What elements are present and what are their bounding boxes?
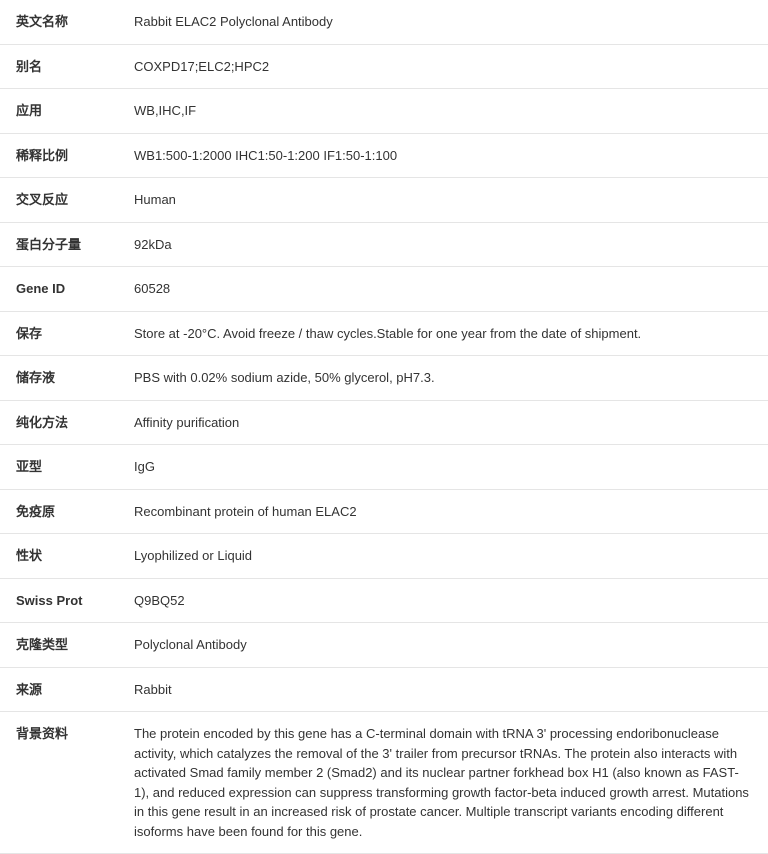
spec-value: Rabbit	[130, 667, 768, 712]
spec-row: 纯化方法Affinity purification	[0, 400, 768, 445]
spec-row: 背景资料The protein encoded by this gene has…	[0, 712, 768, 854]
spec-value: COXPD17;ELC2;HPC2	[130, 44, 768, 89]
spec-row: 性状Lyophilized or Liquid	[0, 534, 768, 579]
spec-label: 纯化方法	[0, 400, 130, 445]
spec-label: 应用	[0, 89, 130, 134]
spec-row: 蛋白分子量92kDa	[0, 222, 768, 267]
spec-row: 储存液PBS with 0.02% sodium azide, 50% glyc…	[0, 356, 768, 401]
spec-row: 亚型IgG	[0, 445, 768, 490]
spec-value: Affinity purification	[130, 400, 768, 445]
spec-row: Gene ID60528	[0, 267, 768, 312]
spec-tbody: 英文名称Rabbit ELAC2 Polyclonal Antibody别名CO…	[0, 0, 768, 854]
spec-row: 稀释比例WB1:500-1:2000 IHC1:50-1:200 IF1:50-…	[0, 133, 768, 178]
spec-label: 蛋白分子量	[0, 222, 130, 267]
spec-value: Human	[130, 178, 768, 223]
spec-label: Swiss Prot	[0, 578, 130, 623]
spec-row: 英文名称Rabbit ELAC2 Polyclonal Antibody	[0, 0, 768, 44]
spec-row: Swiss ProtQ9BQ52	[0, 578, 768, 623]
spec-row: 克隆类型Polyclonal Antibody	[0, 623, 768, 668]
spec-value: 92kDa	[130, 222, 768, 267]
spec-value: WB,IHC,IF	[130, 89, 768, 134]
spec-label: 别名	[0, 44, 130, 89]
spec-value: Lyophilized or Liquid	[130, 534, 768, 579]
spec-label: 性状	[0, 534, 130, 579]
spec-row: 别名COXPD17;ELC2;HPC2	[0, 44, 768, 89]
spec-label: 亚型	[0, 445, 130, 490]
spec-label: 免疫原	[0, 489, 130, 534]
spec-row: 应用WB,IHC,IF	[0, 89, 768, 134]
spec-row: 免疫原Recombinant protein of human ELAC2	[0, 489, 768, 534]
spec-row: 交叉反应Human	[0, 178, 768, 223]
spec-value: 60528	[130, 267, 768, 312]
spec-value: Polyclonal Antibody	[130, 623, 768, 668]
spec-table: 英文名称Rabbit ELAC2 Polyclonal Antibody别名CO…	[0, 0, 768, 854]
spec-label: 储存液	[0, 356, 130, 401]
spec-value: Store at -20°C. Avoid freeze / thaw cycl…	[130, 311, 768, 356]
spec-label: 稀释比例	[0, 133, 130, 178]
spec-value: WB1:500-1:2000 IHC1:50-1:200 IF1:50-1:10…	[130, 133, 768, 178]
spec-label: 克隆类型	[0, 623, 130, 668]
spec-label: Gene ID	[0, 267, 130, 312]
spec-value: Q9BQ52	[130, 578, 768, 623]
spec-value: The protein encoded by this gene has a C…	[130, 712, 768, 854]
spec-value: PBS with 0.02% sodium azide, 50% glycero…	[130, 356, 768, 401]
spec-label: 背景资料	[0, 712, 130, 854]
spec-label: 英文名称	[0, 0, 130, 44]
spec-row: 来源Rabbit	[0, 667, 768, 712]
spec-label: 交叉反应	[0, 178, 130, 223]
spec-label: 来源	[0, 667, 130, 712]
spec-row: 保存Store at -20°C. Avoid freeze / thaw cy…	[0, 311, 768, 356]
spec-label: 保存	[0, 311, 130, 356]
spec-value: Rabbit ELAC2 Polyclonal Antibody	[130, 0, 768, 44]
spec-value: Recombinant protein of human ELAC2	[130, 489, 768, 534]
spec-value: IgG	[130, 445, 768, 490]
